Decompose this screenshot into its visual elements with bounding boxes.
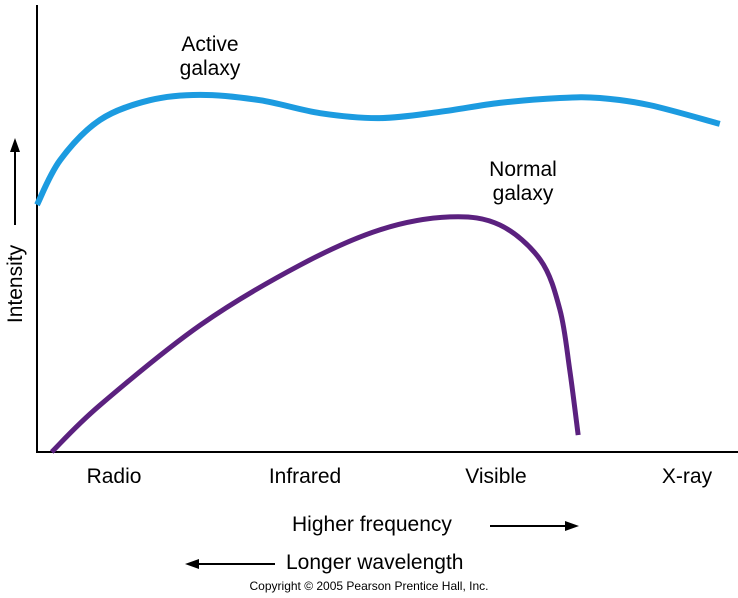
- active-galaxy-label-line2: galaxy: [179, 57, 241, 80]
- active-galaxy-curve: [34, 91, 721, 207]
- normal-galaxy-label: Normal galaxy: [478, 158, 568, 206]
- x-axis-secondary-label: Longer wavelength: [286, 551, 464, 574]
- category-label: Infrared: [268, 465, 342, 488]
- y-arrow-icon: [10, 138, 20, 225]
- category-label: Visible: [465, 465, 527, 488]
- normal-galaxy-label-line2: galaxy: [492, 182, 554, 205]
- x-axis-label: Higher frequency: [292, 513, 452, 536]
- normal-galaxy-label-line1: Normal: [489, 158, 557, 181]
- copyright: Copyright © 2005 Pearson Prentice Hall, …: [249, 579, 489, 593]
- y-axis-label: Intensity: [4, 244, 27, 324]
- active-galaxy-label: Active galaxy: [170, 33, 250, 81]
- category-label: X-ray: [661, 465, 713, 488]
- active-galaxy-label-line1: Active: [181, 33, 239, 56]
- category-label: Radio: [86, 465, 142, 488]
- frequency-arrow-icon: [490, 521, 579, 531]
- normal-galaxy-curve: [49, 214, 581, 454]
- wavelength-arrow-icon: [185, 559, 275, 569]
